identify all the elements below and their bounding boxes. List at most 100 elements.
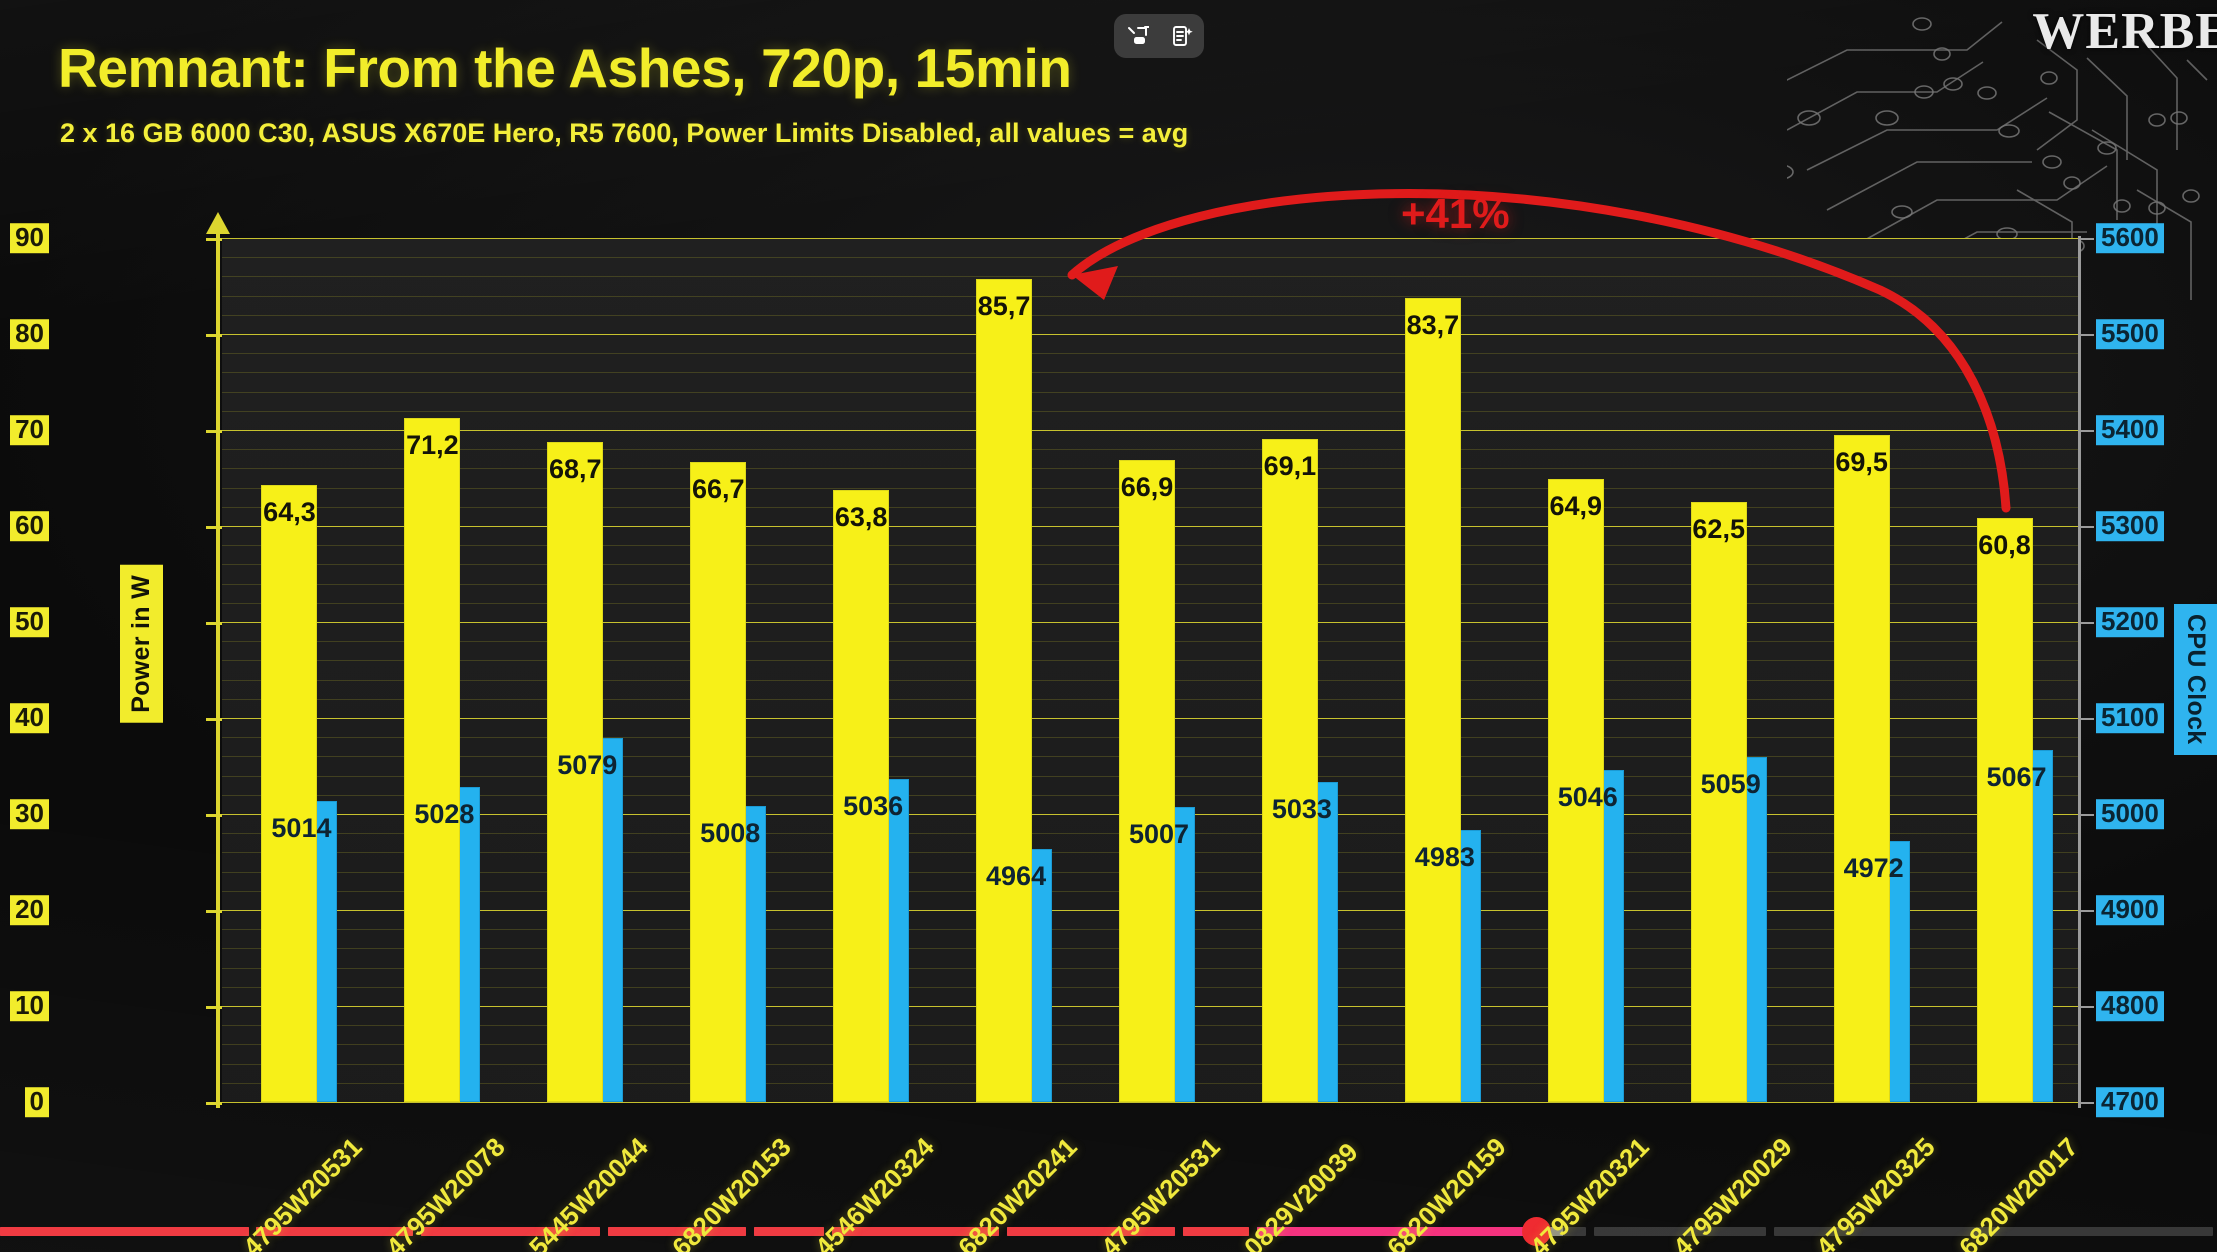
- progress-chapter-segment[interactable]: [1594, 1227, 1766, 1236]
- gridline-major: [222, 1102, 2080, 1103]
- progress-chapter-segment[interactable]: [1183, 1227, 1249, 1236]
- bar-label-cpu-clock: 4964: [986, 860, 1047, 891]
- secondary-y-axis-tick-label: 4700: [2096, 1087, 2164, 1117]
- y-axis-tick: [206, 910, 222, 913]
- bar-label-power: 66,7: [691, 473, 745, 504]
- progress-played: [832, 1227, 999, 1236]
- gridline-minor: [222, 314, 2080, 316]
- y-axis-tick: [206, 526, 222, 529]
- bar-label-power: 63,8: [834, 501, 888, 532]
- bar-label-cpu-clock: 5033: [1271, 794, 1332, 825]
- secondary-y-axis-tick-label: 5200: [2096, 607, 2164, 637]
- bar-label-power: 83,7: [1406, 310, 1460, 341]
- chart-plot-area: 64,3 5014 71,2 5028 68,7 5079 66,7 5008 63,8 5036…: [222, 238, 2080, 1103]
- bar-label-cpu-clock: 5028: [414, 799, 475, 830]
- secondary-y-axis-tick: [2078, 430, 2094, 432]
- bar-label-power: 62,5: [1692, 514, 1745, 544]
- gridline-minor: [222, 372, 2080, 374]
- y-axis-tick: [206, 1102, 222, 1105]
- y-axis-tick: [206, 334, 222, 337]
- progress-played: [256, 1227, 413, 1236]
- secondary-y-axis-tick-label: 5300: [2096, 511, 2164, 541]
- miniplayer-icon[interactable]: [1125, 24, 1151, 48]
- bar-label-power: 69,1: [1263, 450, 1317, 481]
- bar-power: [547, 442, 604, 1102]
- bar-power: [1547, 478, 1604, 1102]
- bar-label-cpu-clock: 5014: [271, 812, 332, 843]
- bar-label-power: 68,7: [549, 454, 602, 485]
- bar-label-cpu-clock: 5079: [557, 750, 618, 781]
- y-axis-tick-label: 60: [10, 511, 49, 541]
- bar-label-power: 64,3: [263, 496, 316, 527]
- progress-chapter-segment[interactable]: [754, 1227, 824, 1236]
- progress-chapter-segment[interactable]: [1257, 1227, 1526, 1236]
- bar-power: [404, 418, 461, 1102]
- bar-label-power: 64,9: [1549, 490, 1603, 521]
- secondary-y-axis-tick: [2078, 334, 2094, 336]
- progress-scrubber-handle[interactable]: [1522, 1217, 1552, 1246]
- gridline-major: [222, 334, 2080, 335]
- secondary-y-axis-tick-label: 4900: [2096, 895, 2164, 925]
- bar-label-cpu-clock: 5059: [1700, 769, 1761, 800]
- y-axis-line: [216, 228, 220, 1108]
- gridline-major: [222, 238, 2080, 239]
- bar-label-power: 71,2: [406, 430, 459, 461]
- progress-chapter-segment[interactable]: [421, 1227, 600, 1236]
- progress-played: [754, 1227, 824, 1236]
- gridline-minor: [222, 276, 2080, 278]
- secondary-y-axis-tick: [2078, 910, 2094, 912]
- secondary-y-axis-line: [2078, 236, 2081, 1108]
- bar-label-power: 60,8: [1978, 530, 2031, 561]
- secondary-y-axis-tick: [2078, 814, 2094, 816]
- secondary-y-axis-tick: [2078, 238, 2094, 240]
- gridline-minor: [222, 295, 2080, 297]
- progress-chapter-segment[interactable]: [1774, 1227, 2213, 1236]
- y-axis-tick: [206, 718, 222, 721]
- progress-chapter-segment[interactable]: [1007, 1227, 1175, 1236]
- clip-icon[interactable]: [1170, 24, 1194, 48]
- y-axis-tick-label: 40: [10, 703, 49, 733]
- annotation-label: +41%: [1401, 190, 1510, 237]
- y-axis-tick-label: 70: [10, 415, 49, 445]
- progress-played: [608, 1227, 746, 1236]
- gridline-minor: [222, 410, 2080, 412]
- y-axis-tick: [206, 814, 222, 817]
- secondary-y-axis-tick: [2078, 718, 2094, 720]
- channel-watermark-text: WERBE: [2032, 3, 2217, 60]
- bar-power: [261, 484, 318, 1102]
- progress-chapter-segment[interactable]: [256, 1227, 413, 1236]
- bar-power: [1833, 434, 1890, 1102]
- bar-label-cpu-clock: 5007: [1128, 819, 1190, 850]
- y-axis-tick: [206, 430, 222, 433]
- progress-played: [1007, 1227, 1175, 1236]
- y-axis-tick-label: 20: [10, 895, 49, 925]
- gridline-minor: [222, 449, 2080, 451]
- secondary-y-axis-tick-label: 5100: [2096, 703, 2164, 733]
- progress-chapter-segment[interactable]: [0, 1227, 249, 1236]
- y-axis-tick: [206, 238, 222, 241]
- bar-power: [833, 489, 890, 1102]
- secondary-y-axis-tick-label: 5400: [2096, 415, 2164, 445]
- progress-chapter-segment[interactable]: [832, 1227, 999, 1236]
- page-title: Remnant: From the Ashes, 720p, 15min: [58, 37, 1072, 99]
- player-top-controls: [1114, 14, 1204, 58]
- secondary-y-axis-tick: [2078, 1102, 2094, 1104]
- gridline-major: [222, 430, 2080, 431]
- gridline-minor: [222, 257, 2080, 259]
- secondary-y-axis-tick-label: 5500: [2096, 319, 2164, 349]
- y-axis-tick-label: 0: [24, 1087, 49, 1117]
- progress-played: [421, 1227, 600, 1236]
- progress-chapter-segment[interactable]: [608, 1227, 746, 1236]
- video-progress-bar[interactable]: [0, 1217, 2217, 1246]
- bar-label-cpu-clock: 5008: [700, 818, 761, 849]
- bar-power: [690, 461, 747, 1102]
- y-axis-tick-label: 10: [10, 991, 49, 1021]
- page-subtitle: 2 x 16 GB 6000 C30, ASUS X670E Hero, R5 …: [60, 118, 1189, 148]
- y-axis-tick-label: 30: [10, 799, 49, 829]
- progress-played: [1183, 1227, 1249, 1236]
- y-axis-tick-label: 80: [10, 319, 49, 349]
- y-axis-title: Power in W: [120, 565, 163, 723]
- bar-label-cpu-clock: 4983: [1414, 842, 1475, 873]
- bar-power: [1119, 459, 1175, 1102]
